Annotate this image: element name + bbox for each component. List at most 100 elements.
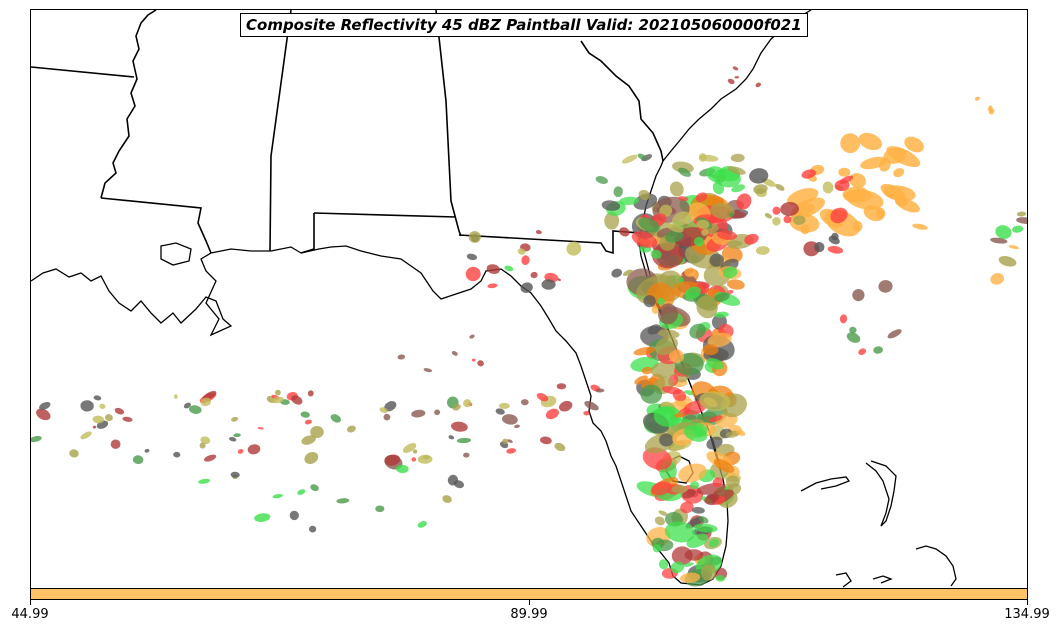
reflectivity-blob [384, 454, 401, 466]
reflectivity-blob [173, 451, 181, 458]
reflectivity-blob [640, 384, 663, 404]
reflectivity-blob [641, 366, 653, 375]
reflectivity-blob [402, 443, 417, 453]
reflectivity-blob [233, 433, 241, 438]
reflectivity-blob [442, 495, 452, 504]
reflectivity-blob [271, 396, 284, 404]
reflectivity-blob [858, 132, 882, 151]
reflectivity-blob [611, 268, 623, 278]
reflectivity-blob [660, 270, 681, 286]
reflectivity-blob [520, 282, 533, 293]
reflectivity-blob [613, 186, 623, 198]
reflectivity-blob [858, 348, 867, 356]
reflectivity-blob [727, 78, 735, 85]
reflectivity-blob [684, 267, 696, 277]
reflectivity-blob [275, 389, 281, 396]
reflectivity-blob [852, 289, 865, 302]
reflectivity-blob [452, 404, 461, 411]
reflectivity-blob [654, 516, 666, 526]
reflectivity-blob [465, 266, 481, 282]
reflectivity-blob [397, 354, 406, 360]
reflectivity-blob [990, 272, 1005, 285]
reflectivity-blob [849, 172, 866, 189]
reflectivity-blob [849, 326, 857, 334]
reflectivity-blob [104, 414, 113, 422]
reflectivity-blob [678, 167, 691, 177]
reflectivity-blob [99, 403, 106, 409]
reflectivity-blob [726, 240, 743, 247]
reflectivity-blob [669, 181, 684, 197]
state-border-fl-ga [458, 230, 642, 255]
reflectivity-blob [736, 193, 752, 210]
reflectivity-blob [650, 361, 680, 378]
reflectivity-blob [521, 255, 530, 266]
reflectivity-blob [772, 206, 781, 215]
reflectivity-blob [879, 158, 891, 172]
reflectivity-blob [304, 419, 312, 425]
reflectivity-blob [453, 480, 465, 489]
reflectivity-blob [651, 305, 659, 315]
reflectivity-blob [686, 533, 709, 548]
coastlines [31, 10, 957, 588]
reflectivity-blob [668, 349, 685, 363]
reflectivity-blob [831, 232, 839, 241]
reflectivity-blob [545, 408, 559, 420]
reflectivity-blob [451, 351, 458, 356]
reflectivity-blob [456, 437, 472, 444]
reflectivity-blob [878, 280, 893, 293]
reflectivity-blob [998, 256, 1017, 267]
reflectivity-blob [80, 431, 92, 440]
reflectivity-blob [1016, 217, 1027, 224]
reflectivity-blob [638, 217, 660, 233]
reflectivity-blob [764, 213, 773, 219]
reflectivity-blob [683, 562, 694, 567]
reflectivity-blob [701, 228, 709, 236]
reflectivity-blob [696, 219, 710, 229]
state-border-fl-al-top [313, 212, 457, 218]
reflectivity-blob [110, 439, 121, 449]
reflectivity-blob [657, 303, 679, 325]
reflectivity-blob [680, 501, 694, 514]
reflectivity-blob [93, 395, 102, 401]
reflectivity-blob [712, 477, 723, 488]
reflectivity-blob [753, 184, 768, 194]
reflectivity-blob [132, 455, 144, 465]
reflectivity-blob [517, 248, 526, 255]
reflectivity-blob [672, 161, 694, 174]
reflectivity-blob [734, 76, 740, 79]
reflectivity-blob [498, 402, 510, 409]
reflectivity-blob [793, 215, 806, 225]
reflectivity-blob [689, 323, 706, 339]
reflectivity-blob [530, 271, 538, 279]
reflectivity-blob [664, 521, 696, 543]
reflectivity-blob [772, 217, 781, 226]
reflectivity-blob [514, 424, 520, 429]
state-border-la-ms [100, 197, 212, 254]
reflectivity-blob [619, 227, 630, 237]
reflectivity-blob [658, 510, 668, 517]
reflectivity-blob [783, 215, 792, 224]
reflectivity-blob [198, 478, 211, 484]
reflectivity-blob [310, 425, 324, 439]
reflectivity-blob [36, 408, 51, 421]
reflectivity-blob [698, 153, 707, 162]
reflectivity-blob [304, 451, 319, 465]
reflectivity-blob [887, 329, 902, 339]
reflectivity-blob [247, 444, 261, 455]
reflectivity-paintball [31, 66, 1027, 587]
colorbar-tick-label-max: 134.99 [1004, 607, 1050, 622]
reflectivity-blob [709, 253, 724, 267]
reflectivity-blob [535, 230, 542, 235]
reflectivity-blob [722, 266, 738, 279]
reflectivity-blob [595, 388, 605, 393]
coastline-mississippi [270, 246, 302, 254]
reflectivity-blob [846, 332, 861, 343]
reflectivity-blob [375, 505, 385, 513]
reflectivity-blob [301, 435, 316, 445]
reflectivity-blob [506, 448, 517, 454]
reflectivity-blob [822, 181, 834, 194]
reflectivity-blob [554, 442, 566, 452]
reflectivity-blob [310, 484, 319, 492]
reflectivity-blob [845, 189, 884, 210]
island-cuba-north [915, 545, 957, 587]
